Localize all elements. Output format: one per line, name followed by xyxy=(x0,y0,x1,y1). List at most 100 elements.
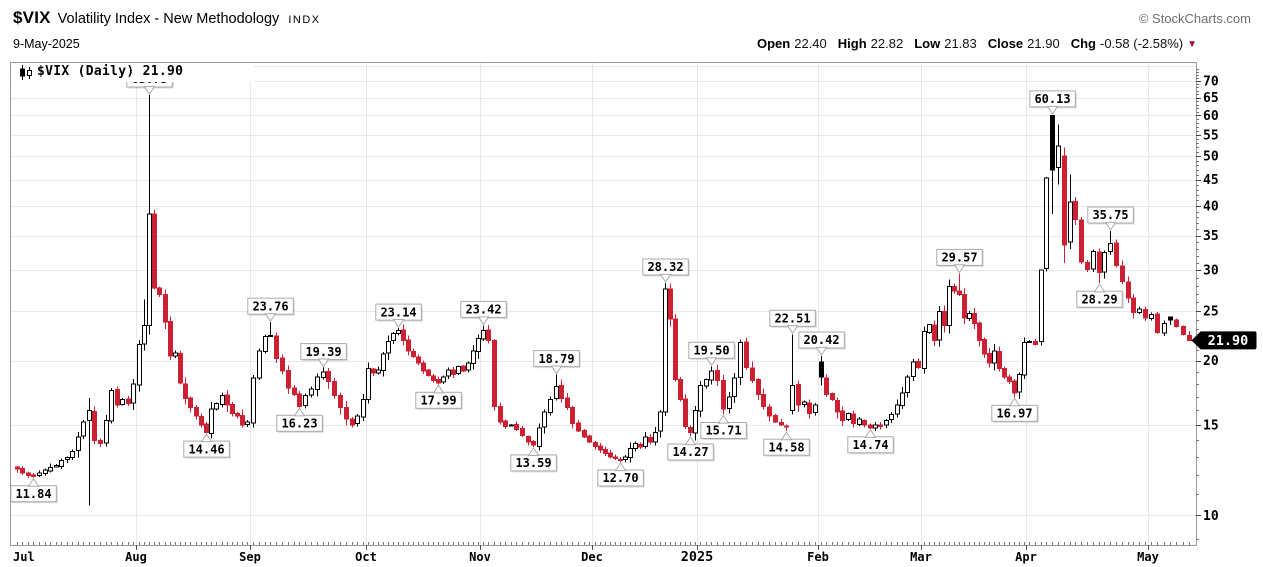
price-callout: 19.50 xyxy=(688,341,736,367)
candle-body xyxy=(514,423,519,430)
candle-body xyxy=(87,410,92,421)
candle-body xyxy=(889,414,894,421)
candle-body xyxy=(824,377,829,395)
candle-body xyxy=(932,324,937,341)
candle-body xyxy=(268,334,273,338)
x-axis-label: May xyxy=(1137,550,1159,564)
candle-body xyxy=(813,404,818,414)
candle-body xyxy=(332,381,337,397)
candle-body xyxy=(807,402,812,414)
candle-body xyxy=(987,353,992,364)
candle-body xyxy=(802,401,807,406)
candle-body xyxy=(20,468,25,474)
svg-text:14.27: 14.27 xyxy=(672,445,708,459)
candle-body xyxy=(947,285,952,326)
candle-body xyxy=(1007,376,1012,383)
candle-body xyxy=(1168,316,1173,321)
svg-text:19.39: 19.39 xyxy=(305,345,341,359)
candle-body xyxy=(819,361,824,378)
last-price-tag: 21.90 xyxy=(1191,331,1257,350)
x-axis: Jul Aug Sep Oct Nov Dec 2025 Feb Mar Apr May xyxy=(13,541,1190,565)
candle-body xyxy=(492,339,497,407)
candle-body xyxy=(194,407,199,417)
price-callout: 12.70 xyxy=(597,462,645,488)
candle-body xyxy=(1056,145,1061,169)
x-axis-label: Mar xyxy=(910,550,932,564)
candle-body xyxy=(204,423,209,434)
candle-body xyxy=(744,341,749,368)
candle-body xyxy=(1126,281,1131,299)
svg-text:29.57: 29.57 xyxy=(941,251,977,265)
price-callout: 19.39 xyxy=(300,343,348,368)
open-value: 22.40 xyxy=(794,36,827,51)
candle-body xyxy=(126,398,131,405)
candle-body xyxy=(1137,308,1142,313)
candle-body xyxy=(911,361,916,378)
down-arrow-icon: ▼ xyxy=(1187,39,1197,50)
svg-text:16.23: 16.23 xyxy=(281,417,317,431)
candle-body xyxy=(178,352,183,384)
candle-body xyxy=(916,360,921,368)
candle-body xyxy=(952,286,957,292)
price-callout: 14.58 xyxy=(763,431,811,457)
candle-body xyxy=(1050,114,1055,171)
candle-body xyxy=(1039,269,1044,342)
candle-body xyxy=(1033,341,1038,345)
candle-body xyxy=(1012,380,1017,394)
candle-body xyxy=(643,436,648,447)
candle-body xyxy=(481,329,486,340)
candle-body xyxy=(790,384,795,411)
candle-body xyxy=(1149,313,1154,319)
candle-body xyxy=(157,287,162,295)
candle-body xyxy=(70,451,75,459)
candle-body xyxy=(476,337,481,353)
candle-body xyxy=(587,435,592,443)
candle-body xyxy=(245,421,250,426)
candle-body xyxy=(678,378,683,401)
svg-text:11.84: 11.84 xyxy=(15,487,51,501)
candle-body xyxy=(131,383,136,404)
candle-body xyxy=(937,311,942,341)
candle-body xyxy=(715,370,720,382)
price-callout: 17.99 xyxy=(415,384,463,410)
candle-body xyxy=(235,412,240,417)
candle-body xyxy=(608,452,613,458)
close-label: Close xyxy=(987,36,1024,51)
candle-body xyxy=(1091,251,1096,270)
svg-text:18.79: 18.79 xyxy=(538,352,574,366)
candle-body xyxy=(1162,323,1167,334)
candle-body xyxy=(779,421,784,426)
candle-body xyxy=(1174,319,1179,328)
candle-body xyxy=(230,404,235,414)
candle-body xyxy=(183,383,188,399)
x-axis-label: Feb xyxy=(807,550,829,564)
x-axis-label: Jul xyxy=(13,550,35,564)
candle-body xyxy=(326,370,331,383)
price-callout: 16.23 xyxy=(276,407,324,433)
price-callouts: 65.7311.8414.4623.7616.2319.3923.1417.99… xyxy=(10,70,1135,504)
low-label: Low xyxy=(914,36,941,51)
candle-body xyxy=(683,398,688,427)
candle-body xyxy=(895,404,900,415)
candle-body xyxy=(618,458,623,461)
x-axis-label: Nov xyxy=(469,550,491,564)
candle-body xyxy=(761,393,766,407)
x-axis-label: Oct xyxy=(355,550,377,564)
candle-body xyxy=(905,376,910,393)
candle-body xyxy=(315,376,320,390)
candle-body xyxy=(48,466,53,472)
candle-body xyxy=(927,324,932,333)
price-callout: 18.79 xyxy=(533,350,581,375)
svg-text:22.51: 22.51 xyxy=(774,312,810,326)
candle-body xyxy=(982,339,987,355)
candle-body xyxy=(1120,265,1125,283)
candle-body xyxy=(972,312,977,325)
candle-body xyxy=(942,311,947,327)
candle-body xyxy=(704,378,709,387)
svg-text:21.90: 21.90 xyxy=(1208,333,1249,349)
candle-body xyxy=(280,357,285,372)
candle-body xyxy=(338,395,343,409)
svg-text:60.13: 60.13 xyxy=(1034,92,1070,106)
candle-body xyxy=(137,344,142,386)
candle-body xyxy=(441,376,446,383)
